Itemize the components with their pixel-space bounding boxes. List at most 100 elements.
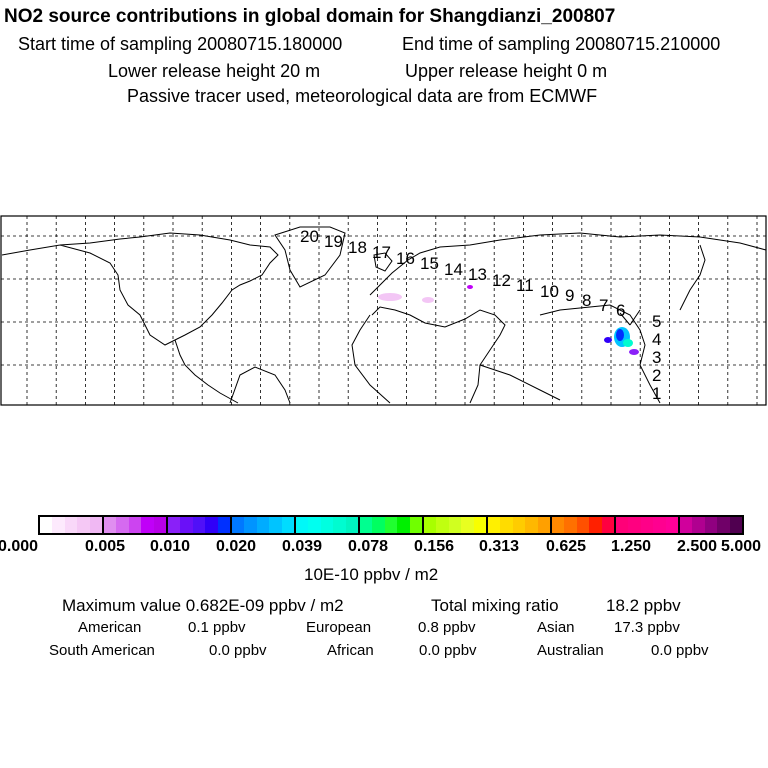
colorbar-segment <box>424 517 488 533</box>
colorbar-tick-label: 1.250 <box>610 538 652 555</box>
trajectory-label: 10 <box>540 282 559 301</box>
color-swatch <box>552 517 565 533</box>
color-swatch <box>217 517 231 533</box>
trajectory-label: 1 <box>652 384 661 403</box>
color-swatch <box>616 517 629 533</box>
total-mixing-label: Total mixing ratio <box>431 596 559 615</box>
color-swatch <box>244 517 257 533</box>
color-swatch <box>345 517 359 533</box>
trajectory-label: 6 <box>616 301 625 320</box>
max-value: Maximum value 0.682E-09 ppbv / m2 <box>62 596 344 615</box>
color-swatch <box>488 517 501 533</box>
trajectory-label: 20 <box>300 227 319 246</box>
color-swatch <box>168 517 181 533</box>
color-swatch <box>52 517 65 533</box>
color-swatch <box>77 517 90 533</box>
color-swatch <box>180 517 193 533</box>
color-swatch <box>653 517 666 533</box>
colorbar-tick-label: 0.078 <box>347 538 389 555</box>
start-time: Start time of sampling 20080715.180000 <box>18 34 343 54</box>
receptor-marker-line <box>619 312 631 326</box>
color-swatch <box>333 517 346 533</box>
colorbar-tick-label: 2.500 <box>676 538 718 555</box>
region-name: South American <box>49 642 155 659</box>
color-swatch <box>192 517 206 533</box>
color-swatch <box>128 517 142 533</box>
colorbar-tick-label: 0.010 <box>149 538 191 555</box>
color-swatch <box>436 517 449 533</box>
region-value: 0.0 ppbv <box>419 642 477 659</box>
region-name: Asian <box>537 619 575 636</box>
colorbar-tick-label: 0.156 <box>413 538 455 555</box>
colorbar <box>38 515 744 535</box>
region-name: Australian <box>537 642 604 659</box>
color-swatch <box>64 517 78 533</box>
color-swatch <box>384 517 398 533</box>
region-name: American <box>78 619 142 636</box>
tracer-note: Passive tracer used, meteorological data… <box>127 86 598 106</box>
colorbar-tick-label: 0.313 <box>478 538 520 555</box>
upper-release-height: Upper release height 0 m <box>405 61 608 81</box>
source-footprint <box>378 285 639 355</box>
colorbar-tick-label: 5.000 <box>720 538 762 555</box>
color-swatch <box>473 517 487 533</box>
trajectory-label: 17 <box>372 243 391 262</box>
trajectory-label: 16 <box>396 249 415 268</box>
color-swatch <box>512 517 526 533</box>
colorbar-tick-label: 0.005 <box>84 538 126 555</box>
colorbar-segment <box>232 517 296 533</box>
color-swatch <box>525 517 538 533</box>
trajectory-label: 18 <box>348 238 367 257</box>
color-swatch <box>628 517 641 533</box>
color-swatch <box>308 517 321 533</box>
color-swatch <box>640 517 654 533</box>
trajectory-label: 11 <box>516 276 534 295</box>
region-name: African <box>327 642 374 659</box>
color-swatch <box>729 517 743 533</box>
colorbar-segment <box>616 517 680 533</box>
receptor-marker <box>629 309 641 326</box>
coastlines <box>1 226 767 404</box>
colorbar-segment <box>168 517 232 533</box>
color-swatch <box>680 517 693 533</box>
color-swatch <box>89 517 103 533</box>
colorbar-segment <box>488 517 552 533</box>
region-value: 0.8 ppbv <box>418 619 476 636</box>
region-value: 17.3 ppbv <box>614 619 680 636</box>
color-swatch <box>320 517 334 533</box>
trajectory-label: 8 <box>582 291 591 310</box>
trajectory-label: 15 <box>420 254 439 273</box>
trajectory-label: 19 <box>324 232 343 251</box>
graticule <box>1 216 766 405</box>
colorbar-tick-label: 0.625 <box>545 538 587 555</box>
colorbar-tick-label: 0.020 <box>215 538 257 555</box>
region-value: 0.0 ppbv <box>209 642 267 659</box>
color-swatch <box>281 517 295 533</box>
color-swatch <box>40 517 53 533</box>
color-swatch <box>717 517 730 533</box>
color-swatch <box>665 517 679 533</box>
region-name: European <box>306 619 372 636</box>
map-frame <box>0 215 767 406</box>
color-swatch <box>269 517 282 533</box>
trajectory-label: 14 <box>444 260 463 279</box>
colorbar-segment <box>680 517 743 533</box>
color-swatch <box>104 517 117 533</box>
color-swatch <box>601 517 615 533</box>
trajectory-label: 2 <box>652 366 661 385</box>
colorbar-segment <box>296 517 360 533</box>
trajectory-label: 13 <box>468 265 487 284</box>
color-swatch <box>116 517 129 533</box>
color-swatch <box>205 517 218 533</box>
color-swatch <box>692 517 705 533</box>
end-time: End time of sampling 20080715.210000 <box>402 34 721 54</box>
color-swatch <box>564 517 577 533</box>
color-swatch <box>232 517 245 533</box>
color-swatch <box>461 517 474 533</box>
color-swatch <box>397 517 410 533</box>
trajectory-label: 9 <box>565 286 574 305</box>
region-value: 0.1 ppbv <box>188 619 246 636</box>
total-mixing-value: 18.2 ppbv <box>606 596 681 615</box>
